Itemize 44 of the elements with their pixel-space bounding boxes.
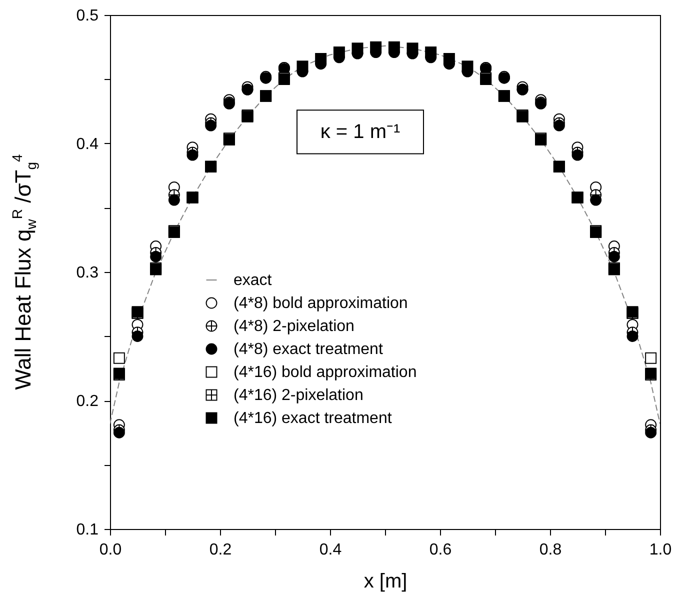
legend-label: (4*16) bold approximation	[234, 364, 417, 381]
point	[590, 194, 602, 206]
x-tick-label: 0.2	[209, 542, 232, 558]
point	[608, 250, 620, 262]
y-tick-label: 0.5	[76, 8, 99, 24]
x-tick-label: 0.8	[539, 542, 562, 558]
point	[406, 42, 418, 54]
point	[645, 426, 657, 438]
point	[443, 52, 455, 64]
y-tick-label: 0.1	[76, 522, 99, 538]
point	[352, 42, 364, 54]
point	[113, 426, 125, 438]
y-tick-label: 0.4	[76, 136, 99, 153]
legend-label: (4*8) 2-pixelation	[234, 318, 354, 335]
point	[132, 330, 144, 342]
point	[168, 194, 180, 206]
y-tick-label: 0.2	[76, 393, 99, 410]
point	[645, 352, 657, 364]
legend-label: (4*16) 2-pixelation	[234, 387, 364, 404]
x-tick-label: 1.0	[649, 542, 672, 558]
point	[626, 330, 638, 342]
point	[186, 149, 198, 161]
legend-label: exact	[234, 272, 272, 289]
point	[205, 120, 217, 132]
point	[572, 149, 584, 161]
point	[296, 60, 308, 72]
point	[425, 46, 437, 58]
y-tick-label: 0.3	[76, 264, 99, 282]
legend-label: (4*16) exact treatment	[234, 410, 392, 427]
point	[370, 41, 382, 53]
point	[388, 41, 400, 53]
point	[113, 352, 125, 364]
point	[462, 60, 474, 72]
x-tick-label: 0.6	[429, 542, 452, 558]
x-tick-label: 0.4	[319, 542, 342, 558]
annotation: κ = 1 m⁻¹	[320, 121, 400, 144]
point	[553, 120, 565, 132]
point	[150, 250, 162, 262]
legend-label: (4*8) bold approximation	[234, 295, 408, 312]
point	[333, 46, 345, 58]
point	[315, 52, 327, 64]
legend-label: (4*8) exact treatment	[234, 341, 384, 358]
x-tick-label: 0.0	[99, 542, 122, 558]
x-axis-title: x [m]	[364, 570, 408, 592]
